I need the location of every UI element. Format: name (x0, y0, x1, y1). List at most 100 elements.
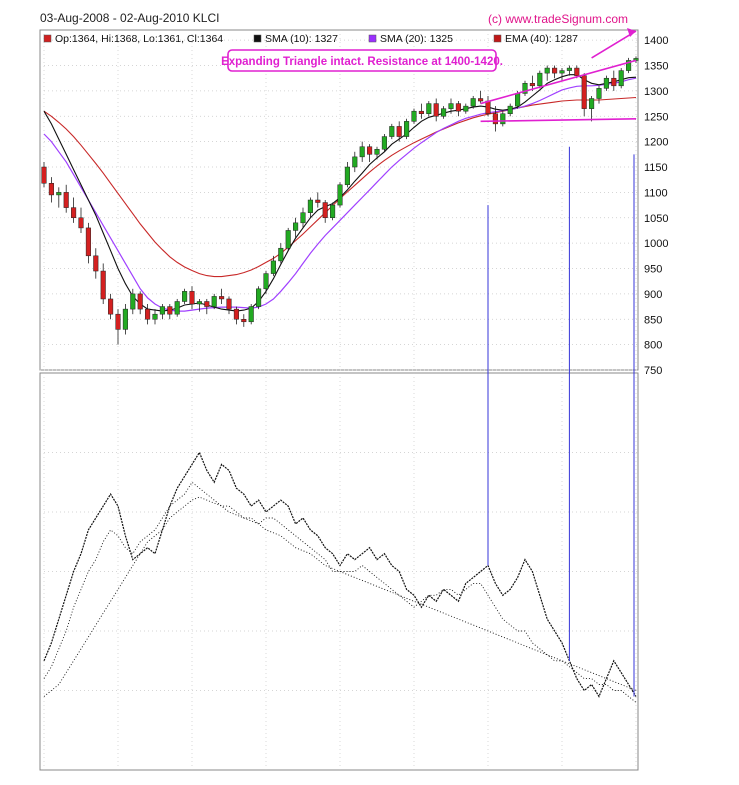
candle-body (108, 298, 114, 315)
candle-body (167, 306, 173, 315)
candle-body (100, 270, 106, 300)
candle-body (174, 301, 180, 315)
candle-body (219, 296, 225, 300)
sma20-line (43, 77, 637, 312)
annotation-text: Expanding Triangle intact. Resistance at… (221, 56, 503, 68)
candle-body (544, 67, 550, 74)
legend-label: SMA (10): 1327 (265, 33, 338, 45)
candle-body (270, 260, 276, 274)
annotation-box (227, 49, 497, 72)
price-tick-label: 1100 (644, 187, 668, 199)
candle-body (204, 301, 210, 307)
candle-body (611, 77, 617, 87)
candle-body (189, 291, 195, 305)
candle-body (589, 98, 595, 109)
price-tick-label: 1250 (644, 111, 668, 123)
legend-swatch (493, 34, 502, 43)
candle-body (315, 199, 321, 203)
candle-body (603, 77, 609, 89)
target-arrowhead (627, 28, 636, 38)
candle-body (418, 110, 424, 114)
candle-body (211, 296, 217, 307)
candle-body (115, 313, 121, 330)
candle-body (455, 103, 461, 112)
price-tick-label: 1200 (644, 137, 668, 149)
candle-body (389, 126, 395, 137)
candle-body (322, 202, 328, 219)
legend-label: Op:1364, Hi:1368, Lo:1361, Cl:1364 (55, 33, 223, 45)
indicator-series-line (43, 496, 637, 697)
candle-body (293, 222, 299, 231)
legend-swatch (368, 34, 377, 43)
legend-swatch (43, 34, 52, 43)
candle-body (492, 113, 498, 125)
indicator-series-line (43, 481, 637, 703)
candle-body (48, 183, 54, 196)
candle-body (411, 110, 417, 122)
candle-body (56, 192, 62, 196)
candle-body (152, 313, 158, 320)
candle-body (263, 273, 269, 290)
chart-title: 03-Aug-2008 - 02-Aug-2010 KLCI (40, 11, 220, 25)
legend-label: SMA (20): 1325 (380, 33, 453, 45)
candle-body (71, 207, 77, 219)
candle-body (159, 306, 165, 315)
price-tick-label: 850 (644, 314, 662, 326)
candle-body (574, 67, 580, 76)
candle-body (537, 72, 543, 87)
candle-body (529, 83, 535, 87)
indicator-series-line (43, 451, 637, 698)
candle-body (470, 98, 476, 107)
candle-body (507, 105, 513, 114)
candle-body (248, 306, 254, 323)
candle-body (500, 113, 506, 125)
candle-body (581, 75, 587, 109)
candle-body (85, 227, 91, 257)
candle-body (359, 146, 365, 158)
candle-body (515, 93, 521, 107)
resistance-trendline (480, 59, 637, 105)
indicator-panel-frame (39, 372, 639, 771)
candle-body (478, 98, 484, 102)
candle-body (233, 308, 239, 320)
candle-body (278, 247, 284, 262)
candle-body (145, 308, 151, 320)
price-tick-label: 750 (644, 365, 662, 377)
candle-body (559, 70, 565, 74)
price-tick-label: 1000 (644, 238, 668, 250)
candle-body (433, 103, 439, 117)
candle-body (596, 88, 602, 99)
candle-body (404, 121, 410, 137)
candle-body (93, 255, 99, 272)
price-tick-label: 1050 (644, 213, 668, 225)
candle-body (367, 146, 373, 155)
candle-body (485, 100, 491, 114)
price-tick-label: 950 (644, 264, 662, 276)
candle-body (626, 60, 632, 71)
candle-body (182, 291, 188, 302)
candle-body (352, 156, 358, 168)
site-credit: (c) www.tradeSignum.com (488, 12, 629, 26)
candle-body (552, 67, 558, 74)
price-tick-label: 1400 (644, 35, 668, 47)
support-trendline (480, 118, 637, 123)
candle-body (122, 308, 128, 330)
candle-body (566, 67, 572, 71)
candle-body (41, 166, 47, 184)
candle-body (307, 199, 313, 213)
candle-body (196, 301, 202, 305)
candle-body (330, 204, 336, 219)
candle-body (256, 288, 262, 307)
candle-body (381, 136, 387, 150)
candle-body (300, 212, 306, 224)
candle-body (226, 298, 232, 310)
candle-body (78, 217, 84, 229)
candle-body (137, 293, 143, 310)
candle-body (396, 126, 402, 137)
candle-body (463, 105, 469, 112)
candle-body (130, 293, 136, 310)
candle-body (337, 184, 343, 206)
candle-body (522, 83, 528, 94)
candle-body (241, 319, 247, 323)
